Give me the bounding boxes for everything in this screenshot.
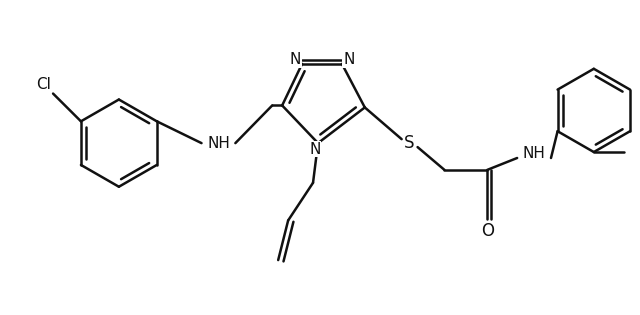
Text: NH: NH	[523, 146, 545, 161]
Text: S: S	[404, 134, 415, 152]
Text: O: O	[481, 222, 494, 240]
Text: NH: NH	[207, 136, 230, 151]
Text: Cl: Cl	[36, 77, 51, 92]
Text: N: N	[343, 52, 355, 67]
Text: N: N	[289, 52, 301, 67]
Text: N: N	[309, 141, 321, 157]
